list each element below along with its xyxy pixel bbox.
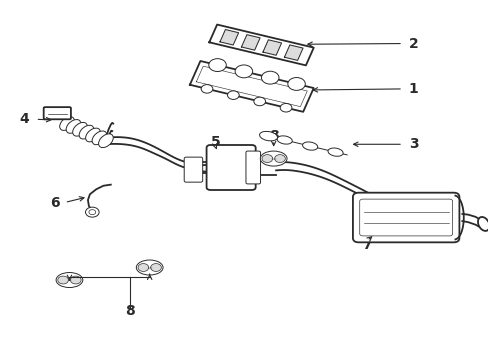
Ellipse shape <box>327 148 343 156</box>
Ellipse shape <box>92 131 106 145</box>
FancyBboxPatch shape <box>245 151 260 184</box>
Ellipse shape <box>85 128 100 142</box>
Text: 4: 4 <box>20 112 30 126</box>
Circle shape <box>89 210 96 215</box>
Text: 1: 1 <box>408 82 418 96</box>
Ellipse shape <box>66 120 81 133</box>
Ellipse shape <box>73 122 87 136</box>
Ellipse shape <box>56 273 82 288</box>
FancyBboxPatch shape <box>352 193 458 242</box>
Ellipse shape <box>302 142 317 150</box>
FancyBboxPatch shape <box>206 145 255 190</box>
Text: 5: 5 <box>210 135 220 149</box>
Polygon shape <box>241 35 260 50</box>
Ellipse shape <box>477 217 488 231</box>
Polygon shape <box>209 24 313 66</box>
Text: 3: 3 <box>408 137 418 151</box>
Circle shape <box>201 85 212 93</box>
FancyBboxPatch shape <box>184 157 202 182</box>
Circle shape <box>138 264 148 271</box>
Circle shape <box>85 207 99 217</box>
Ellipse shape <box>260 151 286 166</box>
Text: 2: 2 <box>408 37 418 50</box>
Ellipse shape <box>79 125 94 139</box>
Polygon shape <box>284 45 303 60</box>
Circle shape <box>208 59 226 72</box>
FancyBboxPatch shape <box>43 107 71 119</box>
Circle shape <box>253 97 265 106</box>
Circle shape <box>150 264 161 271</box>
Text: 8: 8 <box>268 129 278 143</box>
Ellipse shape <box>99 134 113 148</box>
Circle shape <box>227 91 239 99</box>
Circle shape <box>280 103 291 112</box>
FancyBboxPatch shape <box>359 199 452 236</box>
Circle shape <box>274 155 285 162</box>
Circle shape <box>261 71 279 84</box>
Ellipse shape <box>259 131 277 141</box>
Ellipse shape <box>60 117 74 130</box>
Ellipse shape <box>277 136 292 144</box>
Text: 6: 6 <box>50 196 60 210</box>
Circle shape <box>70 276 81 284</box>
Circle shape <box>58 276 68 284</box>
Circle shape <box>235 65 252 78</box>
Circle shape <box>262 155 272 162</box>
Polygon shape <box>263 40 281 55</box>
Text: 8: 8 <box>125 305 135 319</box>
Polygon shape <box>220 30 238 45</box>
Circle shape <box>287 77 305 90</box>
Polygon shape <box>189 61 313 112</box>
Text: 7: 7 <box>362 238 371 252</box>
Ellipse shape <box>136 260 163 275</box>
